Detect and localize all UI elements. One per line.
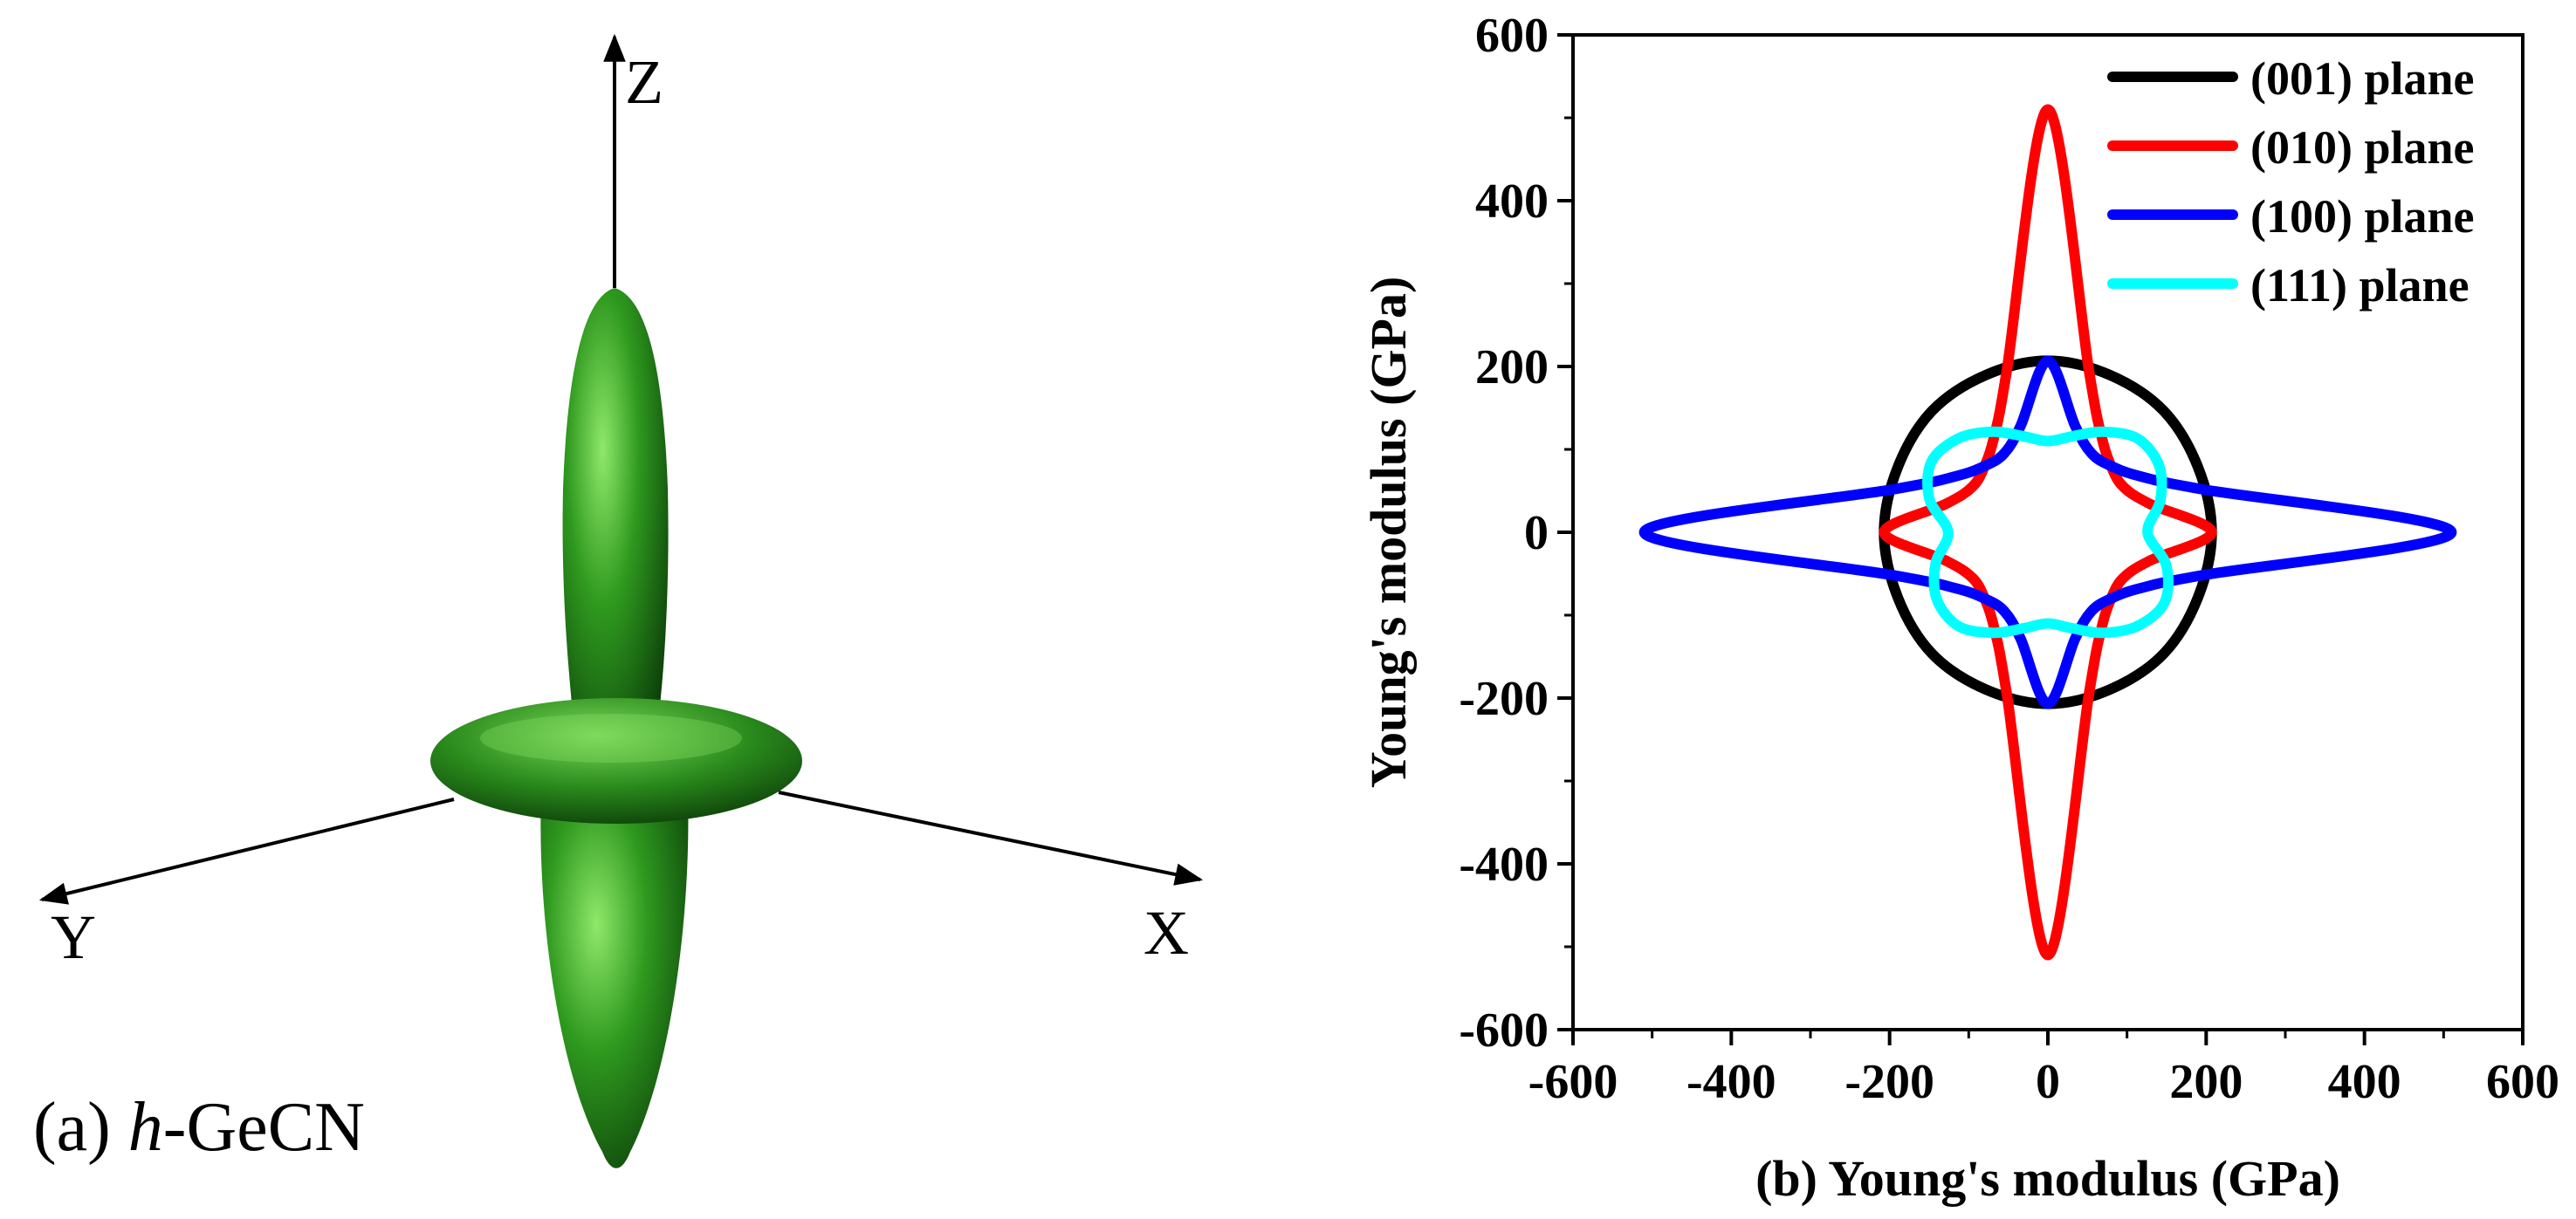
legend: (001) plane (010) plane (100) plane (111) p… xyxy=(2107,52,2475,312)
y-tick-label: -400 xyxy=(1459,838,1549,892)
series-line-1 xyxy=(1879,104,2217,961)
x-axis-label: X xyxy=(1144,898,1189,968)
caption-suffix: -GeCN xyxy=(163,1089,365,1166)
y-tick-label: 200 xyxy=(1475,340,1549,394)
y-axis-title: Young's modulus (GPa) xyxy=(1360,277,1417,789)
y-tick-label: -200 xyxy=(1459,672,1549,726)
series-line-0 xyxy=(1879,355,2217,709)
x-tick-label: 200 xyxy=(2169,1055,2243,1109)
legend-label: (010) plane xyxy=(2250,121,2475,174)
y-tick-label: 0 xyxy=(1524,506,1549,560)
series-line-3 xyxy=(1922,426,2174,639)
x-tick-label: 0 xyxy=(2036,1055,2060,1109)
legend-label: (111) plane xyxy=(2250,259,2470,312)
y-tick-label: 400 xyxy=(1475,175,1549,229)
legend-label: (001) plane xyxy=(2250,52,2475,105)
x-tick-label: 400 xyxy=(2328,1055,2401,1109)
legend-label: (100) plane xyxy=(2250,190,2475,243)
panel-a-3d-surface: Z Y X (a) h-GeCN xyxy=(33,33,1204,1168)
x-tick-label: -200 xyxy=(1844,1055,1934,1109)
panel-a-caption: (a) h-GeCN xyxy=(33,1089,365,1166)
series-layer xyxy=(1638,104,2457,961)
x-axis-line xyxy=(778,791,1204,886)
surface-disc xyxy=(430,698,802,824)
y-tick-label: -600 xyxy=(1459,1003,1549,1058)
surface-upper-lobe xyxy=(562,288,669,750)
z-axis-label: Z xyxy=(625,47,663,117)
x-tick-label: -600 xyxy=(1528,1055,1618,1109)
x-axis-title: (b) Young's modulus (GPa) xyxy=(1755,1150,2340,1207)
surface-disc-highlight xyxy=(480,714,742,763)
y-tick-label: 600 xyxy=(1475,9,1549,63)
tick-group: -600 -400 -200 0 200 400 600 -600 -400 -200 0 200 40… xyxy=(1459,9,2559,1109)
y-axis-line xyxy=(38,798,455,905)
y-axis-label: Y xyxy=(51,902,96,972)
panel-b-chart: -600 -400 -200 0 200 400 600 -600 -400 -200 0 200 40… xyxy=(1360,9,2559,1207)
x-tick-label: -400 xyxy=(1686,1055,1776,1109)
caption-italic: h xyxy=(128,1089,163,1166)
surface-lower-lobe xyxy=(540,794,689,1168)
plot-area-frame xyxy=(1571,33,2524,1031)
caption-prefix: (a) xyxy=(33,1089,128,1166)
x-tick-label: 600 xyxy=(2486,1055,2559,1109)
series-line-2 xyxy=(1638,355,2457,709)
